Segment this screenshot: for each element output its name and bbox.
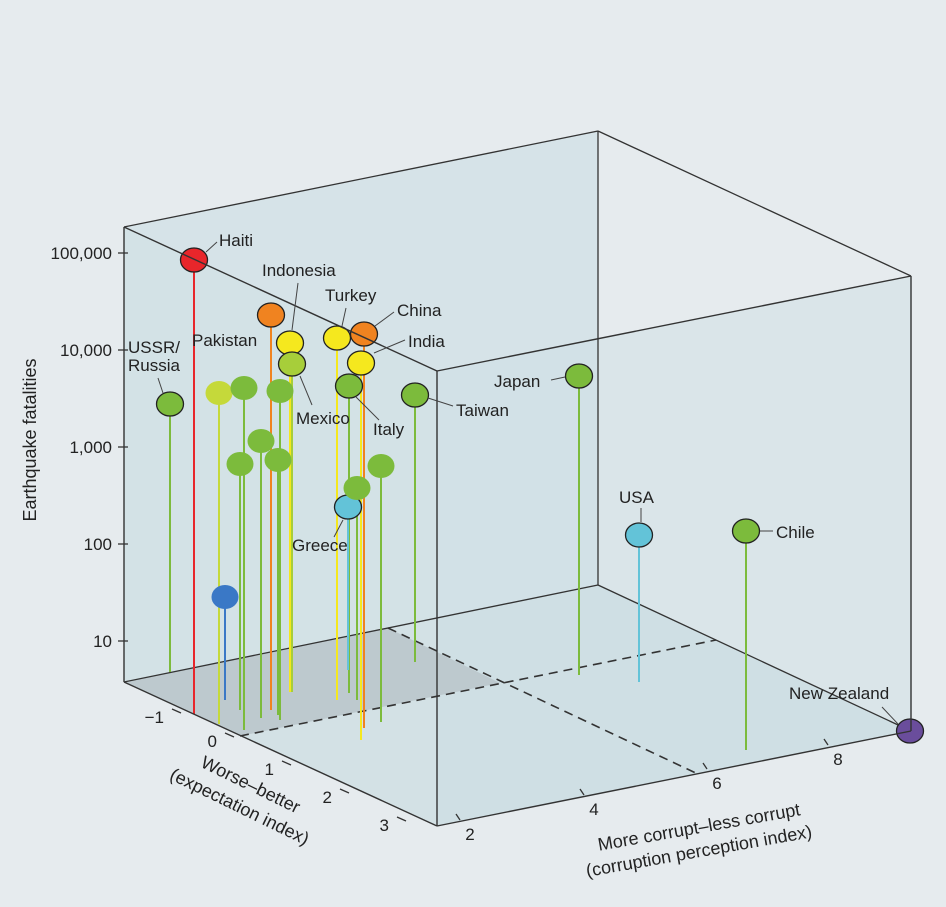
point-unlabeled (211, 585, 239, 609)
box-faces (124, 131, 911, 826)
floor-dash-cpi (239, 639, 717, 737)
label-chile: Chile (776, 523, 815, 542)
point-taiwan (400, 382, 430, 408)
x-tick-label: 0 (208, 732, 217, 751)
point-haiti (179, 247, 209, 273)
x-tick-label: 3 (380, 816, 389, 835)
fatality-stems (169, 260, 747, 750)
box-back-edge (123, 130, 599, 228)
label-india: India (408, 332, 445, 351)
point-unlabeled (247, 429, 275, 453)
point-japan (564, 363, 594, 389)
y-tick-label: 2 (465, 825, 474, 844)
point-ussr-russia (155, 391, 185, 417)
x-tick-mark (339, 788, 350, 794)
box-front-edge (123, 681, 438, 827)
point-unlabeled (343, 476, 371, 500)
leader-line (374, 311, 395, 327)
label-greece: Greece (292, 536, 348, 555)
leader-line (341, 307, 347, 327)
label-taiwan: Taiwan (456, 401, 509, 420)
label-japan: Japan (494, 372, 540, 391)
point-unlabeled (230, 376, 258, 400)
x-tick-label: 2 (323, 788, 332, 807)
leader-line (333, 519, 344, 538)
z-tick-label: 10,000 (60, 341, 112, 360)
x-tick-mark (396, 816, 407, 822)
y-tick-mark (579, 788, 585, 796)
x-tick-mark (224, 732, 235, 738)
point-unlabeled (367, 454, 395, 478)
label-turkey: Turkey (325, 286, 377, 305)
label-haiti: Haiti (219, 231, 253, 250)
label-ussr1: USSR/ (128, 338, 180, 357)
y-tick-mark (823, 738, 829, 746)
point-usa (624, 522, 654, 548)
point-chile (731, 518, 761, 544)
box-front-edge (436, 275, 912, 372)
label-mexico: Mexico (296, 409, 350, 428)
label-leader-lines (157, 241, 899, 725)
z-tick-label: 10 (93, 632, 112, 651)
x-tick-label: −1 (145, 708, 164, 727)
x-tick-mark (171, 708, 182, 714)
leader-line (291, 282, 299, 331)
point-pakistan (256, 302, 286, 328)
leader-line (427, 397, 454, 407)
y-tick-label: 4 (589, 800, 598, 819)
label-pakistan: Pakistan (192, 331, 257, 350)
z-tick-label: 1,000 (69, 438, 112, 457)
point-turkey (322, 325, 352, 351)
box-front-edge (123, 226, 438, 372)
z-tick-label: 100,000 (51, 244, 112, 263)
z-axis-title: Earthquake fatalities (20, 358, 40, 521)
point-italy (334, 373, 364, 399)
y-tick-mark (702, 762, 708, 770)
y-tick-label: 8 (833, 750, 842, 769)
point-india (346, 350, 376, 376)
y-tick-mark (455, 813, 461, 821)
leader-line (299, 375, 313, 406)
point-labels: Haiti Indonesia Turkey China Pakistan India US… (128, 231, 889, 703)
y-tick-label: 6 (712, 774, 721, 793)
leader-line (881, 706, 899, 725)
leader-line (157, 377, 164, 394)
box-back-edge (597, 584, 912, 732)
label-nz: New Zealand (789, 684, 889, 703)
point-mexico (277, 351, 307, 377)
label-italy: Italy (373, 420, 405, 439)
leader-line (550, 376, 566, 381)
point-unlabeled (264, 448, 292, 472)
z-tick-label: 100 (84, 535, 112, 554)
label-ussr2: Russia (128, 356, 181, 375)
leader-line (373, 339, 406, 354)
x-tick-mark (281, 760, 292, 766)
x-tick-label: 1 (265, 760, 274, 779)
point-unlabeled (205, 381, 233, 405)
box-front-edges (123, 226, 912, 827)
box-front-edge (436, 730, 912, 827)
point-unlabeled (266, 379, 294, 403)
label-indonesia: Indonesia (262, 261, 336, 280)
country-points (155, 247, 925, 744)
leader-line (355, 396, 380, 421)
point-indonesia (275, 330, 305, 356)
label-usa: USA (619, 488, 655, 507)
box-back-edge (597, 130, 912, 277)
axis-ticks: 10 100 1,000 10,000 100,000 −1 0 1 2 3 2 4 6 8 (51, 244, 843, 844)
floor-reference-lines (239, 627, 717, 776)
point-unlabeled (226, 452, 254, 476)
box-front-face (437, 276, 911, 826)
leader-line (205, 241, 218, 253)
floor-dash-expectation (387, 627, 701, 776)
label-china: China (397, 301, 442, 320)
